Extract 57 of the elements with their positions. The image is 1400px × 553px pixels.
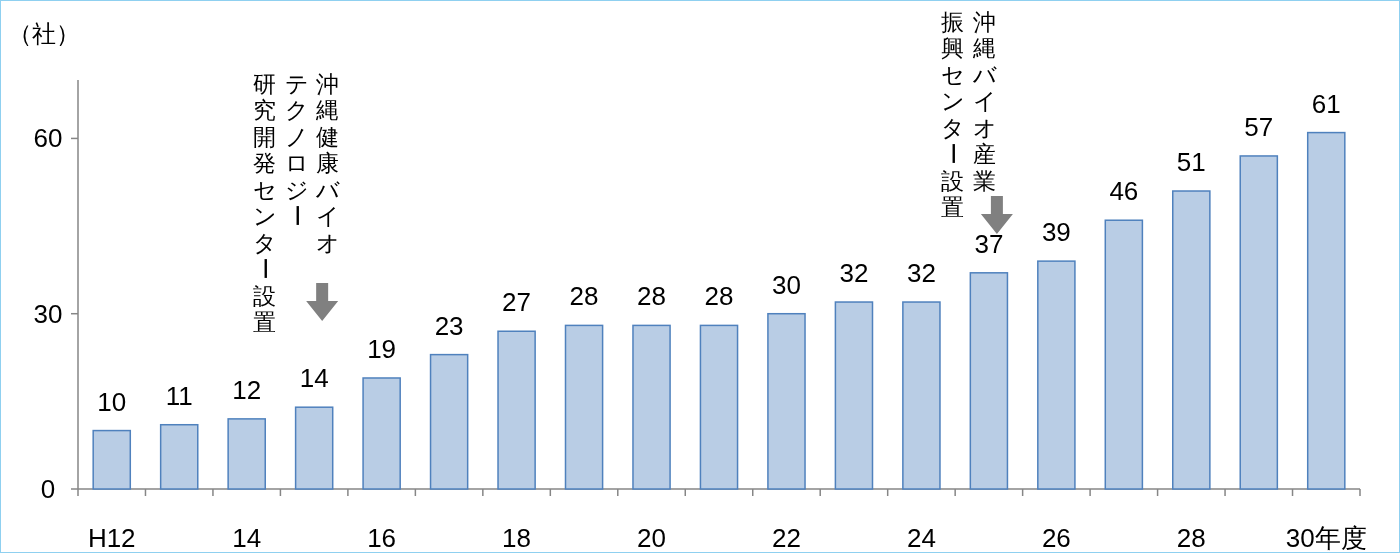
bar: [159, 423, 199, 490]
bar: [429, 353, 469, 490]
bar: [1037, 260, 1076, 490]
annotation: 振興センター設置: [940, 8, 967, 220]
y-tick-label: 0: [40, 474, 56, 504]
y-axis-title: （社）: [8, 20, 80, 47]
data-label: 28: [569, 281, 599, 312]
bar: [92, 429, 132, 490]
y-tick-label: 60: [33, 123, 63, 154]
bar: [564, 324, 604, 490]
data-label: 46: [1109, 176, 1139, 207]
data-label: 28: [637, 281, 666, 312]
data-label: 11: [165, 380, 193, 411]
bar: [1172, 190, 1211, 490]
x-tick-label: 18: [502, 523, 532, 553]
data-label: 39: [1041, 217, 1071, 248]
data-label: 32: [906, 258, 936, 289]
bar: [632, 324, 671, 490]
data-label: 30: [772, 269, 801, 300]
bar: [902, 301, 941, 490]
bar: [1306, 131, 1346, 490]
bar: [969, 272, 1009, 490]
x-tick-label: 20: [637, 523, 666, 553]
x-tick-label: 28: [1176, 523, 1206, 553]
data-label: 12: [232, 374, 262, 405]
x-tick-label: H12: [87, 523, 136, 553]
bar: [1239, 155, 1279, 490]
annotation: テクノロジー: [283, 70, 310, 227]
bar: [699, 324, 739, 490]
data-label: 61: [1311, 88, 1341, 119]
y-tick-label: 30: [33, 298, 63, 329]
bar: [1104, 219, 1144, 490]
data-label: 19: [367, 333, 397, 364]
x-tick-label: 24: [906, 523, 936, 553]
data-label: 37: [974, 228, 1004, 259]
annotation: 沖縄健康バイオ: [314, 70, 340, 256]
x-tick-label: 14: [232, 523, 262, 553]
bar: [497, 330, 536, 490]
data-label: 10: [97, 386, 127, 417]
x-tick-label: 16: [367, 523, 397, 553]
bar: [834, 301, 874, 490]
data-label: 27: [502, 287, 532, 318]
bar: [362, 377, 401, 490]
data-label: 23: [434, 310, 464, 341]
text: 研究開発センター設置: [251, 70, 278, 335]
data-label: 57: [1244, 111, 1274, 142]
data-label: 51: [1176, 147, 1206, 178]
annotation: 沖縄バイオ産業: [972, 8, 998, 194]
x-tick-label: 30年度: [1285, 523, 1367, 553]
data-label: 32: [839, 258, 869, 289]
bar: [227, 418, 266, 490]
x-tick-label: 22: [772, 523, 801, 553]
x-tick-label: 26: [1041, 523, 1071, 553]
bar: [767, 312, 806, 490]
bar: [294, 406, 334, 490]
data-label: 28: [704, 281, 734, 312]
data-label: 14: [299, 363, 329, 394]
